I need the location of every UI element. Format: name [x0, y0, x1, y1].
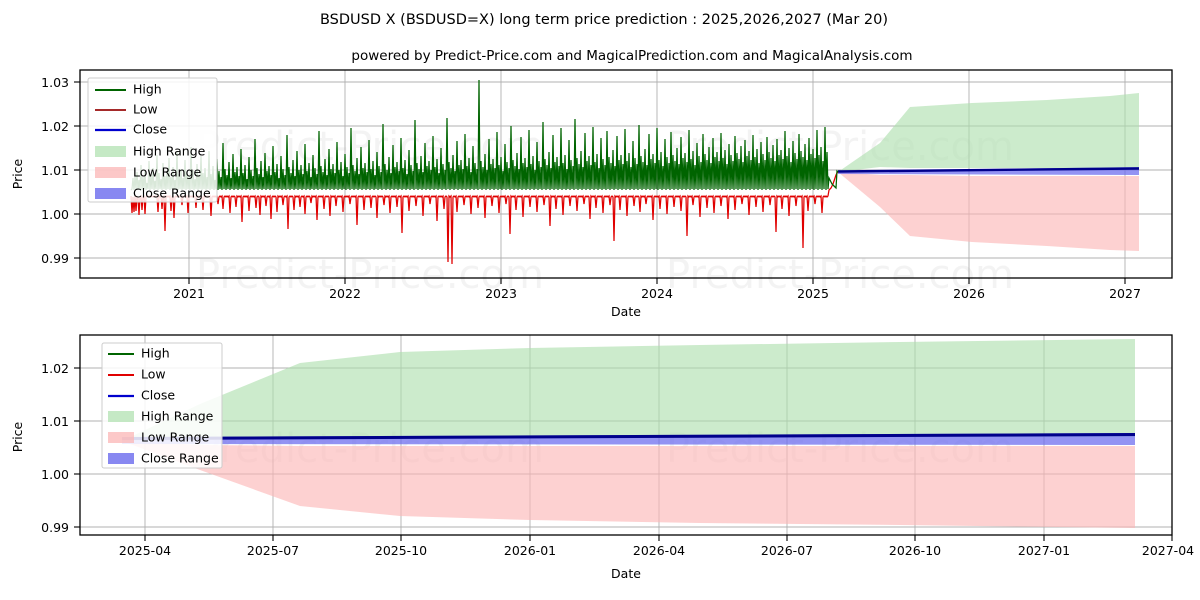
bottom-legend-item-high[interactable]: High — [108, 346, 170, 361]
xtick-label: 2026-10 — [889, 543, 941, 558]
xtick-label: 2026-07 — [761, 543, 813, 558]
xtick-label: 2024 — [641, 286, 673, 301]
bottom-forecast-bands — [121, 339, 1136, 528]
ytick-label: 0.99 — [41, 520, 69, 535]
bottom-legend[interactable]: High Low Close High Range Low Range Clos… — [101, 342, 223, 469]
xtick-label: 2026-01 — [504, 543, 556, 558]
legend-label: High — [141, 346, 170, 361]
ytick-label: 0.99 — [41, 251, 69, 266]
bottom-xaxis-label: Date — [611, 566, 641, 581]
legend-label: Close Range — [133, 186, 211, 201]
top-legend-item-high[interactable]: High — [95, 82, 162, 97]
legend-label: Close Range — [141, 451, 219, 466]
bottom-legend-item-close-range[interactable]: Close Range — [108, 451, 219, 466]
low-range-band — [122, 441, 1135, 528]
low-range-swatch — [95, 167, 126, 178]
ytick-label: 1.03 — [41, 75, 69, 90]
close-range-swatch — [108, 453, 134, 464]
top-xaxis-label: Date — [611, 304, 641, 319]
high-range-swatch — [108, 411, 134, 422]
page-title: BSDUSD X (BSDUSD=X) long term price pred… — [320, 12, 888, 28]
bottom-legend-background — [101, 342, 223, 469]
ytick-label: 1.02 — [41, 119, 69, 134]
xtick-label: 2025 — [797, 286, 829, 301]
high-series — [130, 79, 839, 191]
top-legend[interactable]: High Low Close High Range Low Range Clos… — [87, 77, 218, 203]
xtick-label: 2027-01 — [1018, 543, 1070, 558]
bottom-xaxis: 2025-04 2025-07 2025-10 2026-01 2026-04 … — [119, 535, 1194, 581]
top-plot-frame — [79, 69, 1173, 279]
xtick-label: 2025-07 — [247, 543, 299, 558]
top-forecast-bands — [837, 93, 1140, 251]
high-range-band — [838, 93, 1139, 172]
watermark-text: Predict-Price.com — [196, 252, 544, 298]
high-range-band — [122, 339, 1135, 441]
legend-label: Low — [133, 102, 158, 117]
legend-label: Close — [133, 122, 167, 137]
xtick-label: 2021 — [173, 286, 205, 301]
legend-label: Low Range — [133, 165, 202, 180]
legend-label: Low Range — [141, 430, 210, 445]
xtick-label: 2026 — [953, 286, 985, 301]
top-yaxis: 1.03 1.02 1.01 1.00 0.99 Price — [10, 75, 80, 266]
ytick-label: 1.01 — [41, 414, 69, 429]
ytick-label: 1.00 — [41, 467, 69, 482]
xtick-label: 2025-04 — [119, 543, 171, 558]
legend-label: High Range — [141, 409, 214, 424]
high-range-swatch — [95, 146, 126, 157]
top-legend-item-low[interactable]: Low — [95, 102, 158, 117]
legend-label: High — [133, 82, 162, 97]
bottom-legend-item-high-range[interactable]: High Range — [108, 409, 214, 424]
bottom-legend-item-low-range[interactable]: Low Range — [108, 430, 210, 445]
top-yaxis-label: Price — [10, 158, 25, 189]
ytick-label: 1.02 — [41, 361, 69, 376]
close-line — [837, 167, 1140, 173]
xtick-label: 2027-04 — [1142, 543, 1194, 558]
bottom-legend-item-close[interactable]: Close — [108, 388, 175, 403]
bottom-plot-frame — [79, 334, 1173, 536]
low-range-band — [838, 172, 1139, 251]
top-xaxis: 2021 2022 2023 2024 2025 2026 2027 Date — [173, 278, 1141, 319]
bottom-yaxis-label: Price — [10, 421, 25, 452]
bottom-panel: Predict-Price.com Predict-Price.com — [10, 334, 1194, 581]
top-panel: Predict-Price.com Predict-Price.com Pred… — [10, 69, 1173, 319]
xtick-label: 2026-04 — [633, 543, 685, 558]
top-legend-item-close-range[interactable]: Close Range — [95, 186, 211, 201]
legend-label: High Range — [133, 144, 206, 159]
top-legend-background — [87, 77, 218, 203]
close-line — [121, 433, 1136, 440]
bottom-yaxis: 1.02 1.01 1.00 0.99 Price — [10, 361, 80, 535]
top-legend-item-low-range[interactable]: Low Range — [95, 165, 202, 180]
legend-label: Low — [141, 367, 166, 382]
xtick-label: 2022 — [329, 286, 361, 301]
low-range-swatch — [108, 432, 134, 443]
xtick-label: 2027 — [1109, 286, 1141, 301]
xtick-label: 2023 — [485, 286, 517, 301]
page-subtitle: powered by Predict-Price.com and Magical… — [351, 48, 912, 64]
ytick-label: 1.00 — [41, 207, 69, 222]
legend-label: Close — [141, 388, 175, 403]
low-series — [130, 171, 839, 265]
top-legend-item-close[interactable]: Close — [95, 122, 167, 137]
xtick-label: 2025-10 — [375, 543, 427, 558]
close-range-swatch — [95, 188, 126, 199]
ytick-label: 1.01 — [41, 163, 69, 178]
watermark-text: Predict-Price.com — [666, 252, 1014, 298]
bottom-legend-item-low[interactable]: Low — [108, 367, 166, 382]
top-history-series — [130, 79, 839, 265]
top-legend-item-high-range[interactable]: High Range — [95, 144, 206, 159]
